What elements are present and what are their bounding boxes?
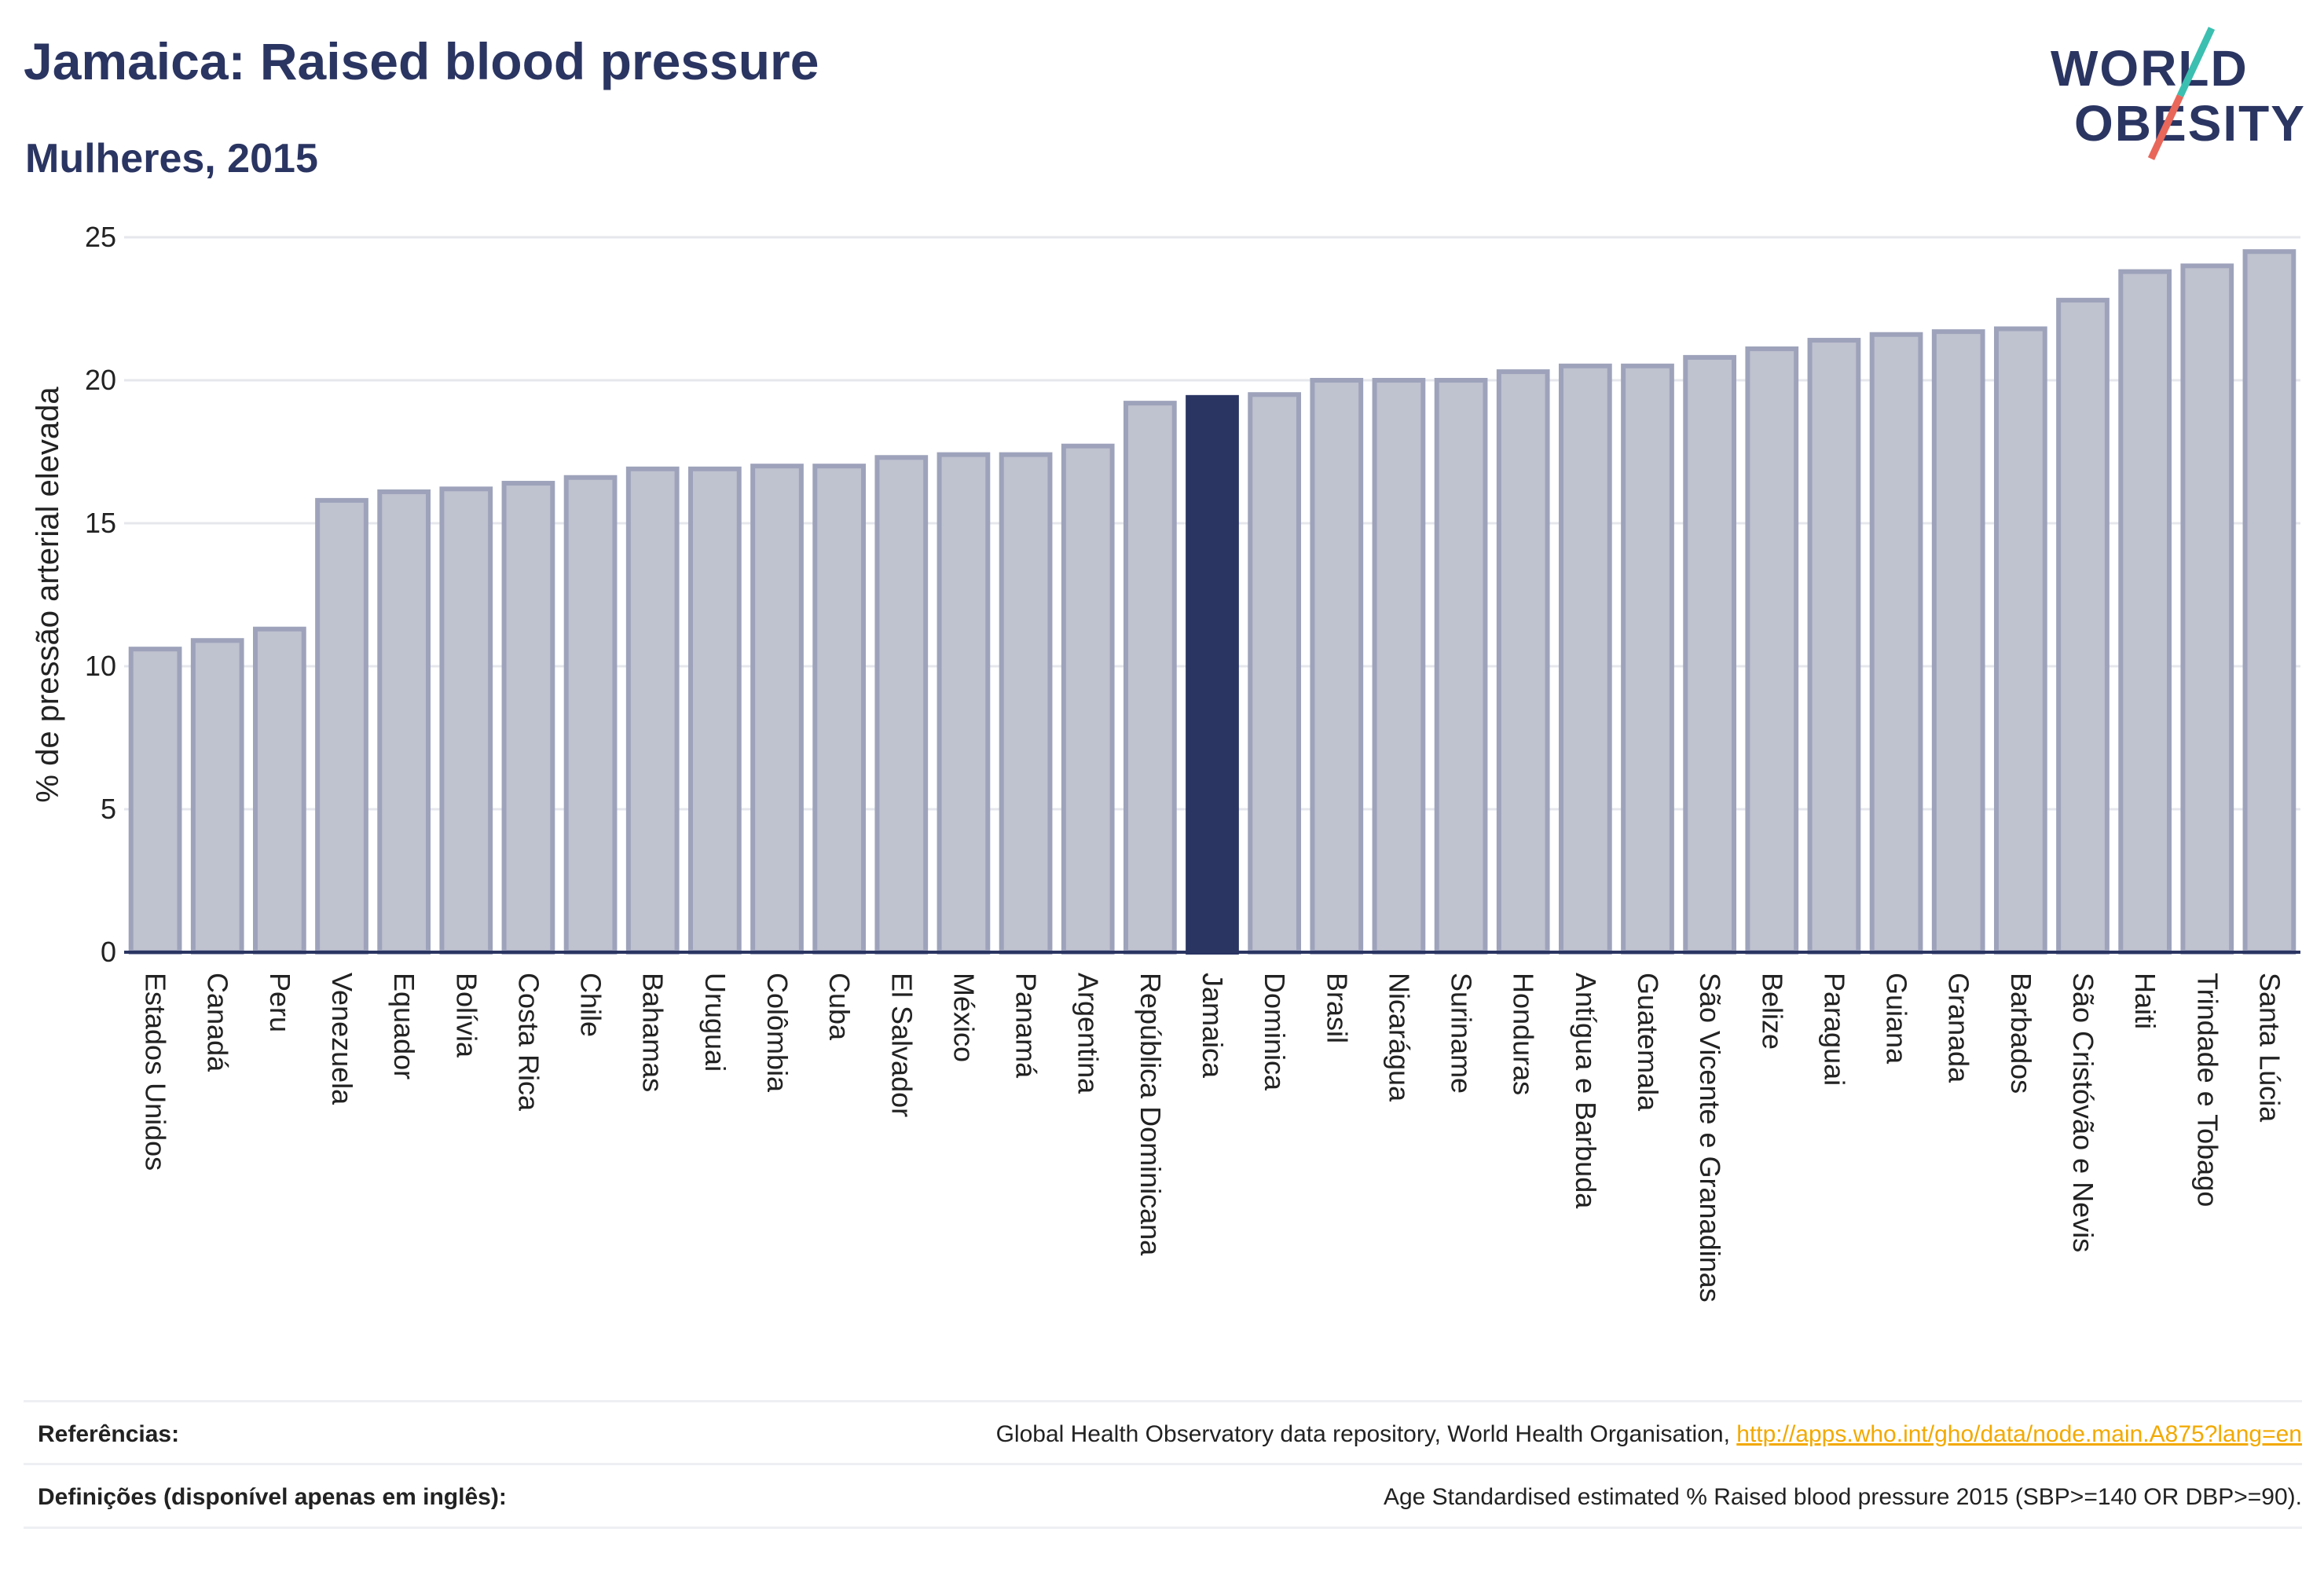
x-tick-label: São Cristóvão e Nevis — [2067, 973, 2099, 1252]
bar — [750, 464, 804, 955]
x-tick-label: Colômbia — [761, 973, 794, 1093]
references-label: Referências: — [38, 1421, 180, 1447]
references-link[interactable]: http://apps.who.int/gho/data/node.main.A… — [1736, 1421, 2302, 1447]
definitions-row: Definições (disponível apenas em inglês)… — [24, 1463, 2302, 1529]
references-row: Referências: Global Health Observatory d… — [24, 1400, 2302, 1464]
chart-title: Jamaica: Raised blood pressure — [24, 32, 819, 90]
x-tick-label: Peru — [264, 973, 296, 1032]
bar — [1621, 363, 1674, 955]
y-tick-label: 5 — [101, 793, 116, 825]
logo-slash-icon — [2147, 27, 2216, 160]
bar — [501, 481, 555, 955]
x-tick-label: Argentina — [1072, 973, 1105, 1094]
bar-highlight — [1186, 394, 1239, 955]
x-tick-label: Dominica — [1259, 973, 1291, 1091]
bar — [1123, 401, 1177, 955]
bar — [315, 497, 368, 955]
bar — [190, 638, 244, 955]
x-tick-label: Jamaica — [1197, 973, 1229, 1079]
x-tick-label: Bahamas — [637, 973, 669, 1092]
y-tick-label: 15 — [85, 507, 116, 539]
bar — [2242, 249, 2297, 955]
x-tick-label: Santa Lúcia — [2253, 973, 2286, 1123]
x-tick-label: El Salvador — [885, 973, 918, 1117]
x-tick-label: Cuba — [823, 973, 856, 1041]
bar — [1807, 338, 1861, 955]
bar — [1683, 354, 1737, 955]
bar — [999, 452, 1053, 955]
logo-line-1: WORLD — [2051, 40, 2249, 97]
x-tick-label: Nicarágua — [1383, 973, 1415, 1102]
x-tick-label: Belize — [1756, 973, 1788, 1050]
x-tick-label: Honduras — [1508, 973, 1540, 1095]
x-tick-label: Chile — [575, 973, 607, 1037]
references-value: Global Health Observatory data repositor… — [996, 1421, 2302, 1448]
chart-subtitle: Mulheres, 2015 — [25, 136, 318, 181]
x-tick-label: Barbados — [2005, 973, 2037, 1094]
x-tick-label: Venezuela — [326, 973, 358, 1105]
bar — [625, 466, 680, 955]
bar — [1496, 369, 1550, 955]
y-axis-title: % de pressão arterial elevada — [31, 387, 65, 803]
world-obesity-logo: WORLD OBESITY — [2051, 24, 2304, 165]
bar — [1558, 363, 1612, 955]
bar-chart: 0 5 10 15 20 25 % de pressão arterial elevada E… — [31, 221, 2300, 1303]
bar — [1310, 378, 1364, 955]
bar — [2056, 298, 2110, 955]
bar — [377, 489, 431, 955]
bar — [563, 475, 618, 955]
x-tick-label: Estados Unidos — [140, 973, 172, 1171]
bar — [2180, 263, 2234, 955]
x-tick-label: Equador — [388, 973, 420, 1079]
bar — [1061, 443, 1115, 955]
bar — [1745, 346, 1799, 955]
y-tick-label: 25 — [85, 221, 116, 253]
bar — [874, 455, 929, 955]
x-tick-label: República Dominicana — [1135, 973, 1167, 1256]
logo-line-2: OBESITY — [2074, 95, 2306, 152]
x-tick-label: São Vicente e Granadinas — [1694, 973, 1726, 1303]
definitions-label: Definições (disponível apenas em inglês)… — [38, 1484, 507, 1510]
bar — [1869, 332, 1923, 955]
bar — [439, 486, 493, 955]
x-tick-label: Haiti — [2129, 973, 2161, 1029]
y-tick-label: 0 — [101, 936, 116, 968]
bar — [937, 452, 991, 955]
y-tick-label: 10 — [85, 650, 116, 682]
x-tick-label: Costa Rica — [512, 973, 544, 1112]
x-tick-label: Brasil — [1321, 973, 1353, 1043]
bar — [1993, 326, 2047, 955]
bar — [1931, 329, 1985, 955]
bar — [1248, 392, 1302, 955]
references-text: Global Health Observatory data repositor… — [995, 1421, 1730, 1447]
x-tick-label: México — [948, 973, 980, 1062]
bar — [252, 626, 306, 955]
x-tick-label: Trindade e Tobago — [2191, 973, 2223, 1207]
x-tick-label: Canadá — [202, 973, 234, 1072]
bar — [1372, 378, 1426, 955]
bar — [687, 466, 742, 955]
x-tick-label: Suriname — [1446, 973, 1478, 1094]
y-tick-label: 20 — [85, 364, 116, 396]
x-tick-label: Bolívia — [450, 973, 482, 1058]
bar — [1434, 378, 1488, 955]
x-tick-label: Antígua e Barbuda — [1570, 973, 1602, 1209]
x-tick-label: Panamá — [1010, 973, 1043, 1079]
bar — [2118, 269, 2172, 955]
x-tick-label: Granada — [1943, 973, 1975, 1083]
x-tick-label: Paraguai — [1818, 973, 1850, 1086]
bar — [128, 647, 182, 955]
bar — [812, 464, 867, 955]
x-tick-label: Uruguai — [699, 973, 731, 1072]
x-tick-label: Guiana — [1881, 973, 1913, 1065]
definitions-text: Age Standardised estimated % Raised bloo… — [1383, 1484, 2302, 1510]
x-tick-label: Guatemala — [1632, 973, 1664, 1112]
